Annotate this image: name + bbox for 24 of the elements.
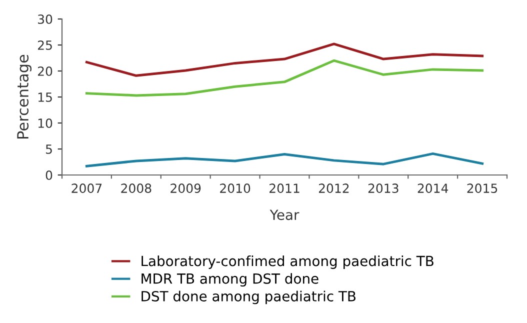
line-series <box>85 59 484 97</box>
x-tick-label: 2012 <box>318 184 349 194</box>
x-tick-label: 2007 <box>72 184 102 194</box>
legend-label: MDR TB among DST done <box>142 273 318 287</box>
x-tick-label: 2013 <box>368 184 398 194</box>
x-tick-label: 2010 <box>220 184 250 194</box>
y-tick-label: 20 <box>38 66 52 76</box>
y-tick-label: 10 <box>38 118 52 128</box>
y-tick-label: 30 <box>38 14 52 24</box>
x-tick-label: 2009 <box>170 184 201 194</box>
y-tick-label: 15 <box>38 92 52 102</box>
y-tick-label: 0 <box>46 170 52 180</box>
x-tick-label: 2015 <box>467 184 498 194</box>
y-axis-title: Percentage <box>17 54 32 138</box>
y-tick-label: 25 <box>38 40 52 50</box>
line-series <box>85 152 484 168</box>
legend-label: DST done among paediatric TB <box>142 290 356 304</box>
line-series <box>85 42 484 77</box>
x-tick-label: 2008 <box>121 184 152 194</box>
y-tick-label: 5 <box>46 144 52 154</box>
x-tick-label: 2014 <box>418 184 448 194</box>
x-axis-title: Year <box>270 210 300 220</box>
x-tick-label: 2011 <box>270 184 300 194</box>
legend-label: Laboratory-confimed among paediatric TB <box>142 256 434 269</box>
